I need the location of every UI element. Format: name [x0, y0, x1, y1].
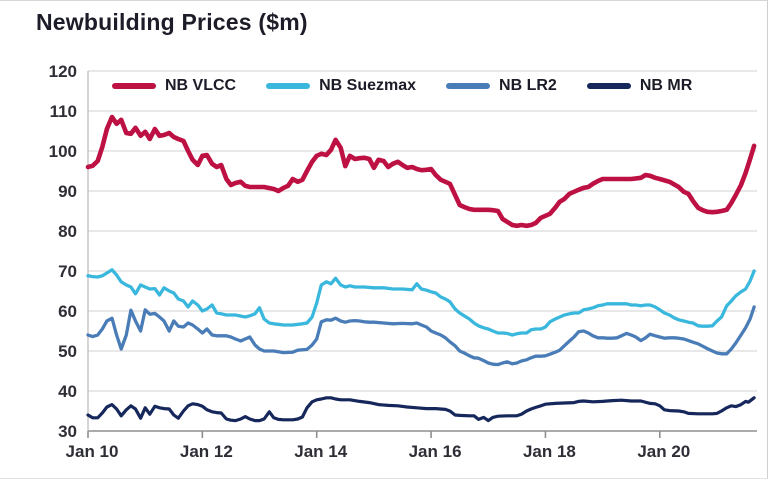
legend-item-nb-mr: NB MR: [586, 77, 693, 95]
chart-title: Newbuilding Prices ($m): [36, 9, 308, 35]
y-axis-tick-label: 60: [58, 302, 77, 321]
legend-label-nb-suezmax: NB Suezmax: [319, 77, 417, 94]
chart-legend: NB VLCC NB Suezmax NB LR2 NB MR: [112, 77, 692, 95]
y-axis-tick-label: 110: [50, 102, 77, 121]
x-axis-tick-label: Jan 18: [523, 442, 576, 461]
legend-label-nb-lr2: NB LR2: [499, 77, 557, 94]
y-axis-tick-label: 100: [49, 142, 77, 161]
legend-swatch-nb-mr: [586, 83, 631, 89]
series-line-nb-suezmax: [86, 268, 756, 337]
x-axis-tick-label: Jan 10: [66, 442, 119, 461]
series-line-nb-vlcc: [85, 114, 757, 229]
x-axis-tick-label: Jan 12: [180, 442, 233, 461]
legend-item-nb-lr2: NB LR2: [446, 77, 557, 95]
legend-swatch-nb-lr2: [446, 83, 491, 89]
x-axis-tick-label: Jan 14: [294, 442, 347, 461]
y-axis-tick-label: 40: [58, 382, 77, 401]
legend-item-nb-vlcc: NB VLCC: [112, 77, 236, 95]
y-axis-tick-label: 90: [58, 182, 77, 201]
y-axis-tick-label: 120: [49, 62, 77, 81]
x-axis-tick-label: Jan 20: [637, 442, 690, 461]
y-axis-tick-label: 30: [58, 422, 77, 441]
legend-swatch-nb-suezmax: [266, 83, 311, 89]
y-axis-tick-label: 70: [58, 262, 77, 281]
y-axis-tick-label: 80: [58, 222, 77, 241]
y-axis-tick-label: 50: [58, 342, 77, 361]
series-line-nb-mr: [86, 396, 756, 423]
legend-item-nb-suezmax: NB Suezmax: [266, 77, 416, 95]
legend-swatch-nb-vlcc: [112, 82, 156, 90]
series-line-nb-lr2: [86, 305, 756, 367]
x-axis-tick-label: Jan 16: [409, 442, 462, 461]
legend-label-nb-mr: NB MR: [639, 77, 693, 94]
legend-label-nb-vlcc: NB VLCC: [165, 77, 237, 94]
